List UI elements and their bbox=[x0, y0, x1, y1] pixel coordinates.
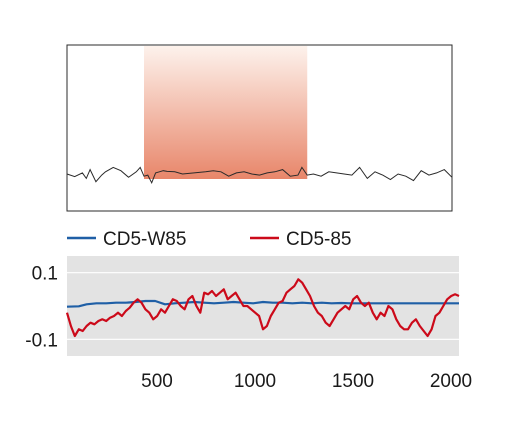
top-series-group bbox=[66, 166, 453, 185]
x-tick-label-3: 2000 bbox=[430, 371, 472, 392]
y-tick-label-1: -0.1 bbox=[25, 330, 58, 351]
x-tick-label-1: 1000 bbox=[234, 371, 276, 392]
series-line-cd5-85 bbox=[65, 278, 460, 338]
series-line-cd5-w85 bbox=[66, 299, 459, 308]
y-tick-labels: 0.1 -0.1 bbox=[25, 264, 58, 352]
x-tick-label-2: 1500 bbox=[332, 371, 374, 392]
top-panel bbox=[66, 44, 453, 212]
bottom-series-group bbox=[65, 278, 460, 338]
legend-label-cd5-w85: CD5-W85 bbox=[103, 229, 186, 250]
bottom-plot-background bbox=[67, 256, 459, 356]
legend-label-cd5-85: CD5-85 bbox=[286, 229, 351, 250]
gridlines bbox=[67, 272, 459, 340]
top-panel-frame bbox=[66, 44, 453, 212]
bottom-panel: 0.1 -0.1 500 1000 1500 2000 bbox=[25, 256, 472, 392]
highlight-band bbox=[144, 46, 308, 179]
y-tick-label-0: 0.1 bbox=[32, 264, 58, 285]
legend: CD5-W85 CD5-85 bbox=[67, 229, 351, 250]
top-series-line bbox=[66, 166, 453, 185]
x-tick-labels: 500 1000 1500 2000 bbox=[141, 371, 472, 392]
x-tick-label-0: 500 bbox=[141, 371, 173, 392]
